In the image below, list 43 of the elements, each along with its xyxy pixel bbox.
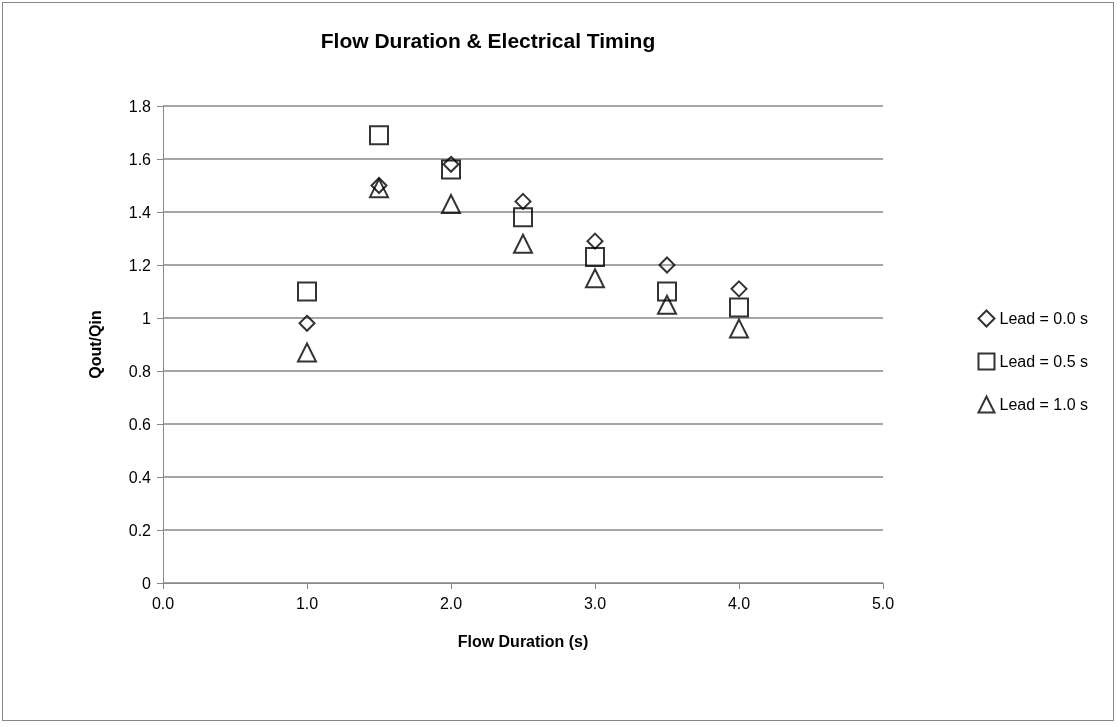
legend-label: Lead = 1.0 s [999,396,1088,413]
x-tick-label: 5.0 [871,594,895,612]
x-tick-label: 3.0 [583,594,607,612]
point [514,192,532,210]
y-tick-label: 0 [142,574,152,592]
y-tick-label: 0.4 [128,468,152,486]
legend-label: Lead = 0.0 s [999,310,1088,327]
point [729,318,749,339]
point [657,294,677,315]
point [298,314,316,332]
point [586,232,604,250]
x-tick-label: 1.0 [295,594,319,612]
point [729,297,749,318]
y-tick-label: 1.8 [128,97,152,115]
x-tick-label: 0.0 [151,594,175,612]
y-tick-label: 1.2 [128,256,152,274]
point [369,125,389,146]
point [658,256,676,274]
point [657,281,677,302]
legend-label: Lead = 0.5 s [999,353,1088,370]
y-tick-label: 1.6 [128,150,152,168]
point [585,247,605,268]
y-tick-label: 0.6 [128,415,152,433]
y-axis-title: Qout/Qin [86,310,104,379]
y-tick-label: 0.2 [128,521,152,539]
point [297,342,317,363]
point [513,233,533,254]
x-tick-label: 2.0 [439,594,463,612]
y-tick-label: 1 [142,309,152,327]
point [585,268,605,289]
point [441,159,461,180]
y-tick-label: 0.8 [128,362,152,380]
point [513,207,533,228]
chart-title: Flow Duration & Electrical Timing [320,29,656,52]
point [442,155,460,173]
y-tick-label: 1.4 [128,203,152,221]
point [441,194,461,215]
point [297,281,317,302]
point [730,280,748,298]
point [369,178,389,199]
point [370,177,388,194]
x-axis-title: Flow Duration (s) [457,632,589,650]
x-tick-label: 4.0 [727,594,751,612]
